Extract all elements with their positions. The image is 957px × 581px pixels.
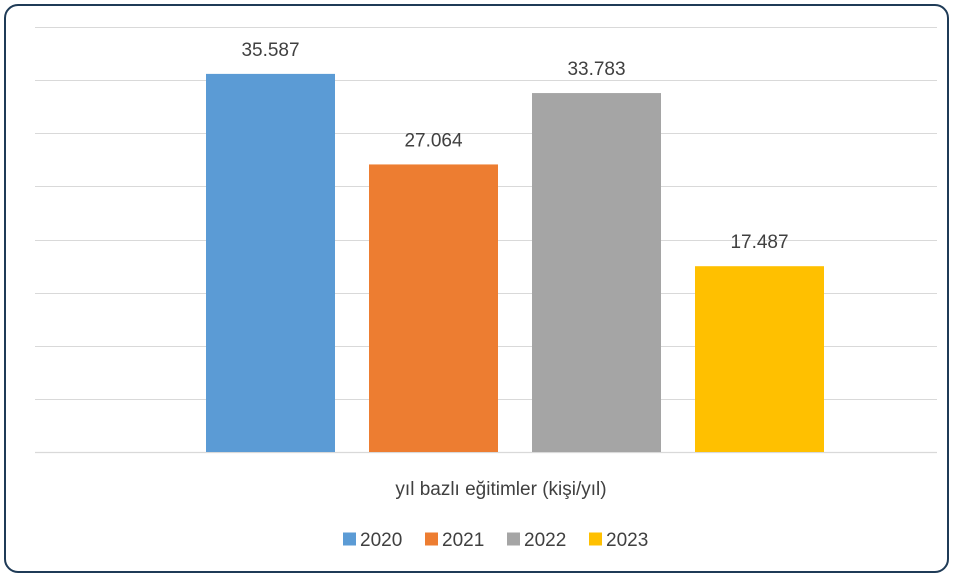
bar-2020 [206, 73, 335, 452]
legend-swatch-2023 [589, 532, 602, 546]
legend-swatch-2020 [343, 532, 356, 546]
legend-label-2022: 2022 [524, 530, 566, 551]
legend-item-2023: 2023 [589, 530, 648, 551]
data-label-2022: 33.783 [567, 59, 625, 80]
legend: 2020 2021 2022 2023 [343, 530, 648, 551]
legend-label-2021: 2021 [442, 530, 484, 551]
legend-item-2021: 2021 [425, 530, 484, 551]
legend-label-2020: 2020 [360, 530, 402, 551]
legend-item-2022: 2022 [507, 530, 566, 551]
bar-2023 [695, 266, 824, 452]
category-axis-label: yıl bazlı eğitimler (kişi/yıl) [395, 479, 606, 500]
legend-item-2020: 2020 [343, 530, 402, 551]
data-labels: 35.587 27.064 33.783 17.487 [241, 40, 788, 253]
data-label-2020: 35.587 [241, 40, 299, 61]
legend-label-2023: 2023 [606, 530, 648, 551]
bar-2021 [369, 164, 498, 452]
data-label-2023: 17.487 [730, 232, 788, 253]
legend-swatch-2021 [425, 532, 438, 546]
bar-group [206, 73, 824, 452]
data-label-2021: 27.064 [404, 130, 463, 151]
bar-2022 [532, 93, 661, 452]
legend-swatch-2022 [507, 532, 520, 546]
